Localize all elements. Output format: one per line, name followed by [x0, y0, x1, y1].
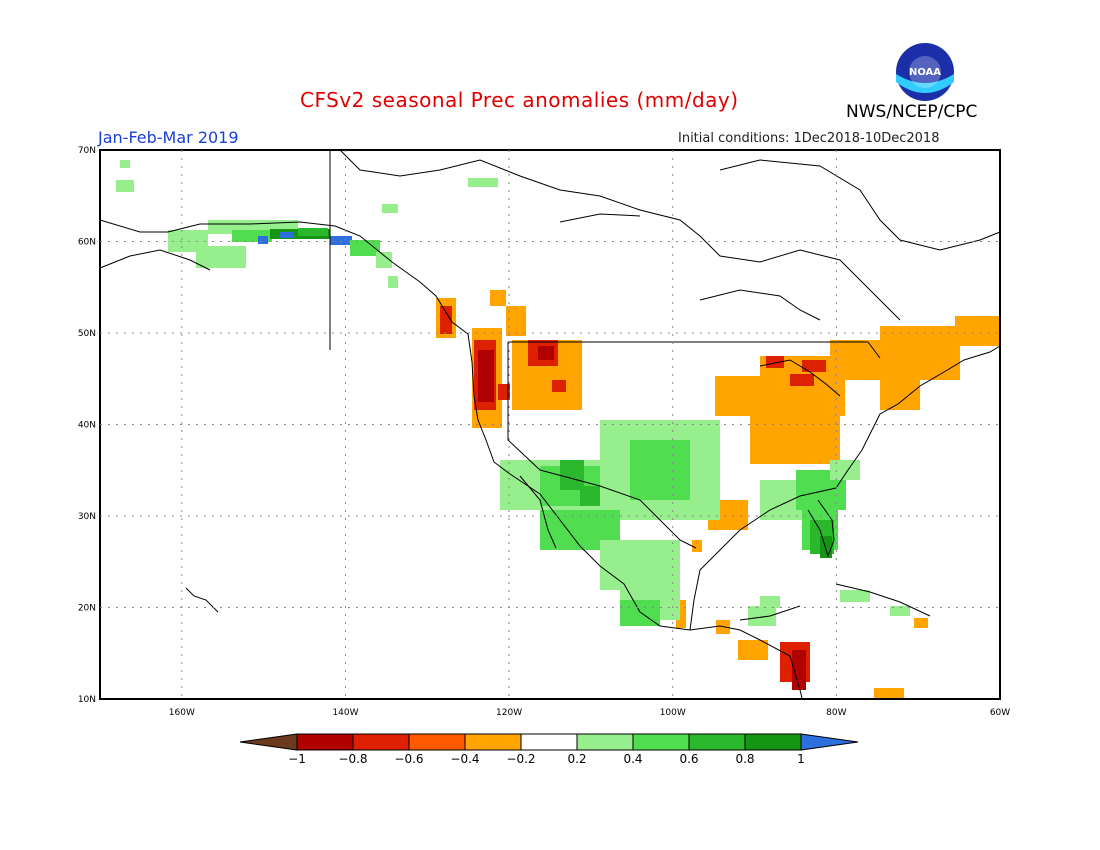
lon-tick-label: 120W	[496, 708, 522, 718]
colorbar-tick-label: −0.2	[506, 752, 535, 766]
colorbar-upper-arrow	[800, 733, 859, 751]
lat-tick-label: 40N	[78, 421, 96, 431]
colorbar-swatch	[408, 733, 466, 751]
lat-tick-label: 30N	[78, 512, 96, 522]
lon-tick-label: 100W	[660, 708, 686, 718]
chart-title: CFSv2 seasonal Prec anomalies (mm/day)	[300, 88, 739, 112]
colorbar-swatch	[464, 733, 522, 751]
logo-text: NOAA	[909, 67, 941, 78]
colorbar-swatch	[632, 733, 690, 751]
forecast-period: Jan-Feb-Mar 2019	[98, 128, 239, 147]
colorbar-swatch	[744, 733, 802, 751]
colorbar-tick-label: 0.6	[679, 752, 698, 766]
lat-tick-label: 60N	[78, 238, 96, 248]
agency-label: NWS/NCEP/CPC	[846, 102, 978, 122]
lat-tick-label: 20N	[78, 604, 96, 614]
colorbar-tick-label: −0.6	[394, 752, 423, 766]
lat-tick-label: 10N	[78, 695, 96, 705]
initial-conditions: Initial conditions: 1Dec2018-10Dec2018	[678, 131, 940, 146]
precip-anomaly-shading	[116, 160, 1000, 698]
colorbar: −1 −0.8 −0.6 −0.4 −0.2 0.2 0.4 0.6 0.8 1	[239, 733, 859, 766]
colorbar-tick-label: 0.2	[567, 752, 586, 766]
colorbar-swatch	[296, 733, 354, 751]
graticule	[100, 150, 1000, 699]
lon-tick-label: 80W	[826, 708, 846, 718]
colorbar-swatch	[520, 733, 578, 751]
colorbar-swatch	[352, 733, 410, 751]
colorbar-tick-label: −1	[288, 752, 306, 766]
lat-tick-label: 50N	[78, 329, 96, 339]
coastlines	[99, 149, 1001, 699]
lon-tick-label: 160W	[169, 708, 195, 718]
lat-tick-label: 70N	[78, 146, 96, 156]
noaa-logo-icon: NOAA	[896, 43, 954, 101]
colorbar-tick-label: −0.8	[338, 752, 367, 766]
colorbar-tick-label: 0.8	[735, 752, 754, 766]
latitude-labels: 70N 60N 50N 40N 30N 20N 10N	[78, 146, 96, 705]
colorbar-swatch	[688, 733, 746, 751]
lon-tick-label: 140W	[332, 708, 358, 718]
colorbar-lower-arrow	[239, 733, 298, 751]
colorbar-swatch	[576, 733, 634, 751]
lon-tick-label: 60W	[990, 708, 1010, 718]
colorbar-tick-label: −0.4	[450, 752, 479, 766]
colorbar-tick-label: 1	[797, 752, 805, 766]
longitude-labels: 160W 140W 120W 100W 80W 60W	[169, 708, 1010, 718]
colorbar-tick-label: 0.4	[623, 752, 642, 766]
